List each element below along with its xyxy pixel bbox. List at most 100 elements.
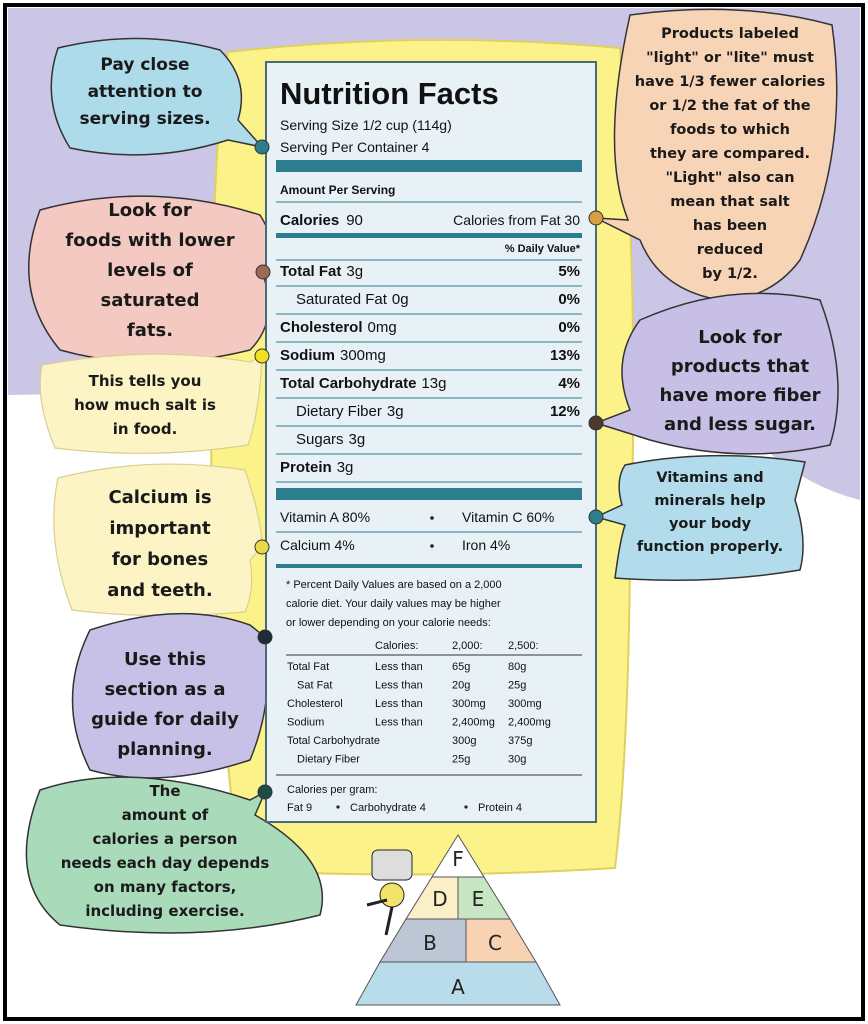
nutrient-name: Protein bbox=[280, 459, 332, 476]
callout-bubble bbox=[71, 612, 269, 779]
callout-shapes bbox=[25, 8, 839, 934]
table-header: 2,000: bbox=[452, 640, 483, 652]
table-limit: Less than bbox=[375, 717, 423, 729]
table-name: Total Carbohydrate bbox=[287, 735, 380, 747]
connector-dot bbox=[255, 264, 271, 280]
connector-dot bbox=[588, 415, 604, 431]
callout-text: fats. bbox=[127, 320, 173, 341]
calories-from-fat: Calories from Fat 30 bbox=[453, 212, 580, 228]
callout-text: and less sugar. bbox=[664, 414, 816, 435]
callout-text: Products labeled bbox=[661, 26, 799, 42]
daily-value: 12% bbox=[550, 403, 580, 420]
footnote: calorie diet. Your daily values may be h… bbox=[286, 598, 501, 610]
nutrient-amount: 3g bbox=[349, 431, 366, 448]
pyramid-letter: D bbox=[432, 887, 447, 911]
callout-text: needs each day depends bbox=[61, 854, 270, 872]
callout-bubble bbox=[25, 776, 324, 934]
separator-dot bbox=[336, 805, 340, 809]
table-name: Sat Fat bbox=[297, 680, 332, 692]
callout-bubble bbox=[50, 37, 265, 156]
callout-text: "light" or "lite" must bbox=[646, 50, 814, 66]
mascot bbox=[366, 849, 413, 936]
callout-bubble bbox=[593, 292, 839, 455]
callout-text: Look for bbox=[108, 200, 192, 221]
table-name: Dietary Fiber bbox=[297, 754, 360, 766]
pyramid-tier bbox=[355, 961, 561, 1006]
divider bbox=[276, 160, 582, 172]
table-value: 20g bbox=[452, 680, 470, 692]
pyramid-letter: C bbox=[488, 931, 502, 955]
callout-text: including exercise. bbox=[85, 902, 244, 920]
callout-text: they are compared. bbox=[650, 146, 810, 162]
callout-text: levels of bbox=[107, 260, 193, 281]
nutrient-row: Sodium 300mg bbox=[280, 347, 386, 364]
table-value: 80g bbox=[508, 661, 526, 673]
vitamin: Vitamin C 60% bbox=[462, 509, 554, 525]
separator-dot bbox=[430, 516, 434, 520]
connector-dot bbox=[257, 629, 273, 645]
callout-text: reduced bbox=[697, 242, 764, 258]
per-gram: Protein 4 bbox=[478, 802, 522, 814]
divider bbox=[276, 233, 582, 238]
nutrient-amount: 3g bbox=[337, 459, 354, 476]
callout-text: and teeth. bbox=[107, 580, 212, 601]
vitamin: Iron 4% bbox=[462, 537, 510, 553]
divider bbox=[276, 488, 582, 500]
callout-text: planning. bbox=[117, 739, 213, 760]
callout-bubble bbox=[39, 353, 263, 454]
table-name: Cholesterol bbox=[287, 698, 343, 710]
nutrient-amount: 3g bbox=[387, 403, 404, 420]
callout-text: how much salt is bbox=[74, 396, 216, 414]
nutrient-row: Total Fat 3g bbox=[280, 263, 363, 280]
nutrient-amount: 0mg bbox=[368, 319, 397, 336]
vitamin: Calcium 4% bbox=[280, 537, 355, 553]
mascot-leg bbox=[384, 906, 394, 936]
nutrient-row: Cholesterol 0mg bbox=[280, 319, 397, 336]
nutrient-amount: 3g bbox=[346, 263, 363, 280]
nutrient-row: Dietary Fiber 3g bbox=[296, 403, 404, 420]
callout-text: important bbox=[109, 518, 211, 539]
mascot-arm bbox=[366, 898, 388, 907]
calories-value: 90 bbox=[346, 212, 363, 229]
nutrient-row: Total Carbohydrate 13g bbox=[280, 375, 446, 392]
callout-bubble bbox=[53, 463, 263, 617]
daily-value: 0% bbox=[558, 319, 580, 336]
callout-text: Pay close bbox=[100, 55, 189, 75]
callout-text: Vitamins and bbox=[656, 470, 763, 486]
daily-value-header: % Daily Value* bbox=[505, 243, 581, 255]
callout-text: have more fiber bbox=[660, 385, 821, 406]
callout-text: your body bbox=[669, 516, 752, 532]
calories-label: Calories bbox=[280, 212, 339, 229]
callout-text: have 1/3 fewer calories bbox=[635, 74, 825, 90]
per-gram-title: Calories per gram: bbox=[287, 784, 377, 796]
table-value: 375g bbox=[508, 735, 532, 747]
table-limit: Less than bbox=[375, 661, 423, 673]
callout-text: or 1/2 the fat of the bbox=[649, 98, 810, 114]
nutrient-row: Sugars 3g bbox=[296, 431, 365, 448]
frame bbox=[3, 3, 865, 1021]
daily-value: 4% bbox=[558, 375, 580, 392]
callout-text: foods to which bbox=[670, 122, 790, 138]
callout-text: section as a bbox=[104, 679, 225, 700]
callout-text: by 1/2. bbox=[702, 266, 758, 282]
pyramid-letter: A bbox=[451, 975, 465, 999]
serving-size: Serving Size 1/2 cup (114g) bbox=[280, 117, 452, 133]
callout-bubble bbox=[595, 8, 838, 301]
callout-text: calories a person bbox=[93, 830, 238, 848]
callout-text: saturated bbox=[101, 290, 200, 311]
table-value: 25g bbox=[508, 680, 526, 692]
table-header: 2,500: bbox=[508, 640, 539, 652]
pyramid-letter: F bbox=[452, 847, 464, 871]
connector-dot bbox=[588, 210, 604, 226]
table-name: Sodium bbox=[287, 717, 324, 729]
connector-dot bbox=[254, 348, 270, 364]
pyramid-letter: E bbox=[472, 887, 485, 911]
nutrient-row: Protein 3g bbox=[280, 459, 353, 476]
table-header: Calories: bbox=[375, 640, 418, 652]
callout-text: foods with lower bbox=[65, 230, 234, 251]
table-name: Total Fat bbox=[287, 661, 329, 673]
amount-header: Amount Per Serving bbox=[280, 183, 395, 197]
connector-dot bbox=[588, 509, 604, 525]
callout-text: serving sizes. bbox=[79, 109, 210, 129]
